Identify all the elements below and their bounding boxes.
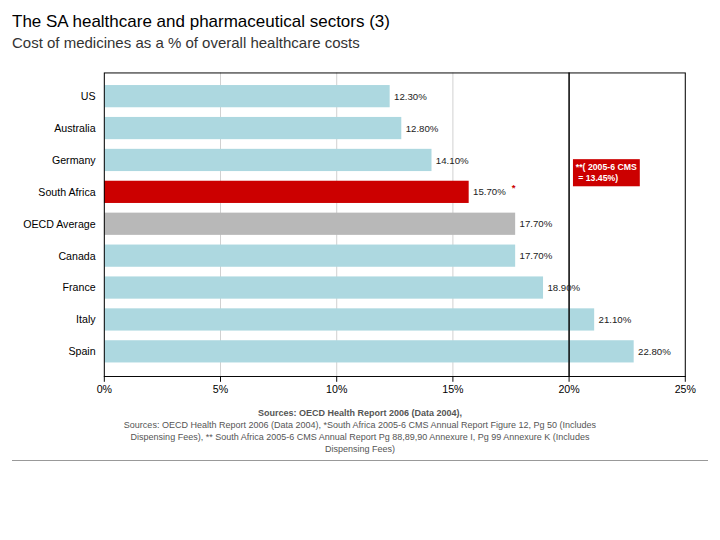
svg-text:17.70%: 17.70% (520, 218, 553, 229)
svg-text:Canada: Canada (58, 250, 95, 262)
svg-text:25%: 25% (675, 383, 697, 395)
svg-text:5%: 5% (213, 383, 229, 395)
svg-text:22.80%: 22.80% (638, 346, 671, 357)
html-text:Sources: OECD Health Report 20: Sources: OECD Health Report 2006 (Data 2… (258, 408, 462, 418)
svg-text:12.80%: 12.80% (406, 123, 439, 134)
svg-text:0%: 0% (97, 383, 113, 395)
html-text:The SA healthcare and pharmace: The SA healthcare and pharmaceutical sec… (12, 12, 390, 31)
svg-text:18.90%: 18.90% (547, 282, 580, 293)
svg-text:15%: 15% (442, 383, 464, 395)
svg-text:Spain: Spain (68, 345, 95, 357)
svg-text:South Africa: South Africa (38, 186, 95, 198)
html-text:Cost of medicines as a % of ov: Cost of medicines as a % of overall heal… (12, 34, 360, 51)
svg-text:**( 2005-6 CMS = 13.45%): **( 2005-6 CMS = 13.45%) (576, 162, 637, 183)
svg-text:20%: 20% (558, 383, 580, 395)
svg-text:12.30%: 12.30% (394, 91, 427, 102)
svg-text:OECD Average: OECD Average (23, 218, 96, 230)
svg-text:Italy: Italy (76, 313, 96, 325)
svg-text:US: US (81, 90, 96, 102)
svg-text:14.10%: 14.10% (436, 155, 469, 166)
svg-text:10%: 10% (326, 383, 348, 395)
svg-text:17.70%: 17.70% (520, 250, 553, 261)
svg-text:21.10%: 21.10% (599, 314, 632, 325)
svg-text:15.70%: 15.70% (473, 186, 506, 197)
html-text:Sources: OECD Health Report 20: Sources: OECD Health Report 2006 (Data 2… (123, 420, 597, 455)
svg-text:*: * (512, 182, 516, 193)
svg-text:Australia: Australia (54, 122, 95, 134)
svg-text:France: France (63, 281, 96, 293)
svg-text:Germany: Germany (52, 154, 96, 166)
